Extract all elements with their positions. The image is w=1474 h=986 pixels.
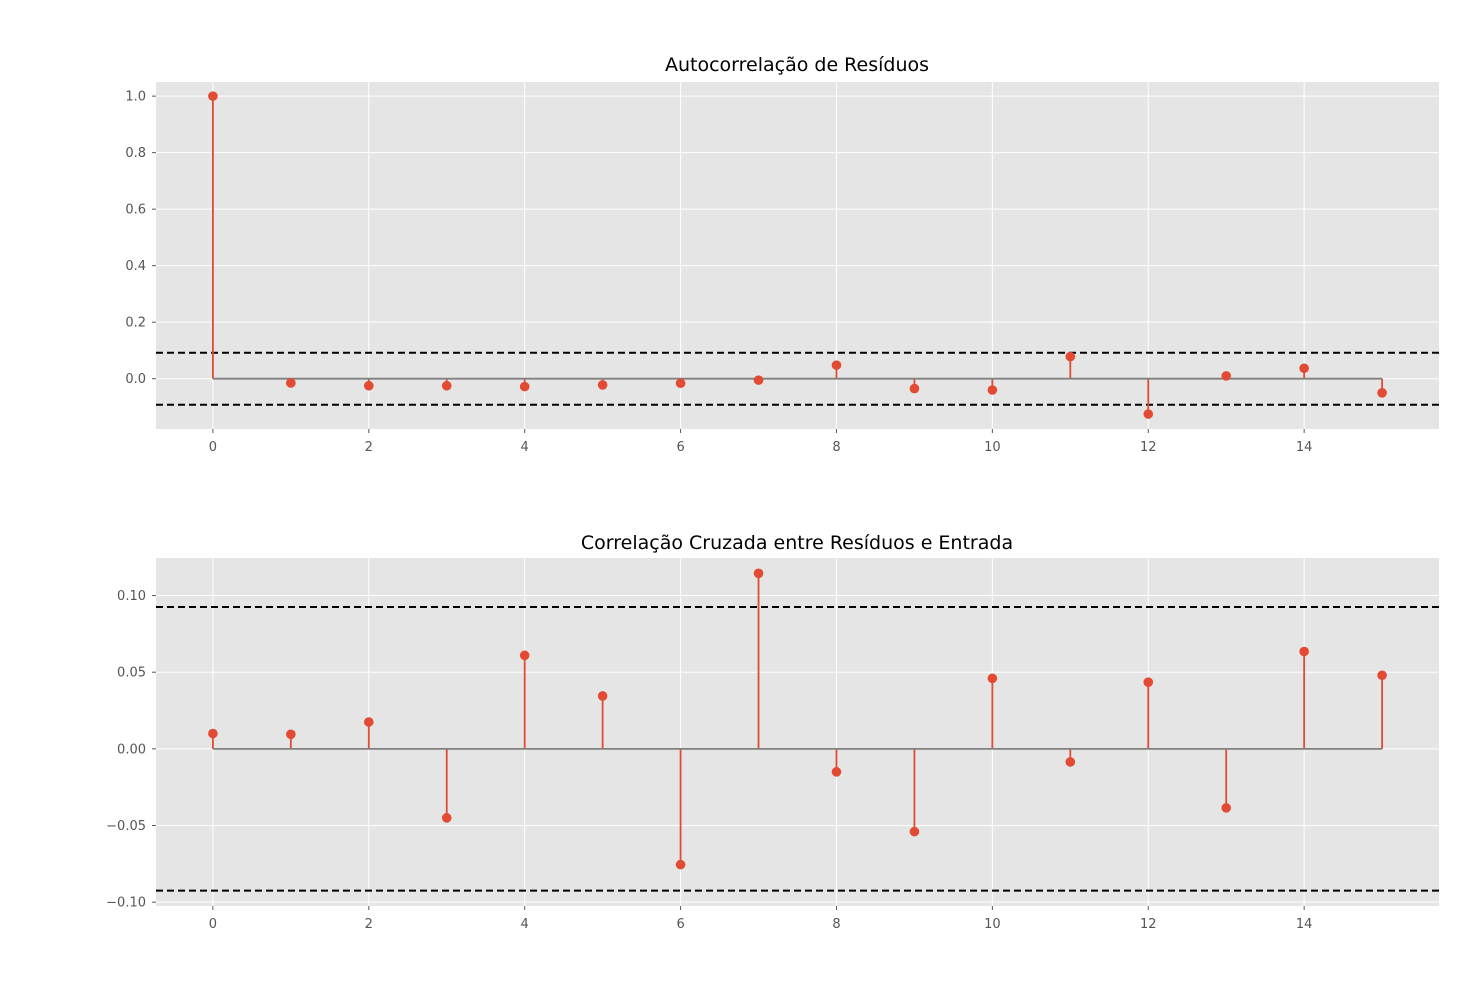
stem-marker: [519, 650, 530, 661]
plot-area: [156, 558, 1439, 906]
stem-marker: [519, 381, 530, 392]
stem-marker: [909, 383, 920, 394]
stem-marker: [1221, 803, 1232, 813]
stem-marker: [1221, 371, 1232, 381]
stem-marker: [441, 813, 452, 823]
stem-marker: [208, 91, 218, 101]
stem-marker: [1065, 757, 1076, 767]
y-tick-label: 1.0: [125, 90, 146, 105]
x-tick-label: 2: [365, 917, 373, 932]
stem-marker: [675, 859, 686, 870]
stem-marker: [1377, 670, 1387, 681]
stem-marker: [675, 378, 686, 389]
stem-marker: [363, 717, 374, 727]
y-tick-label: 0.6: [125, 203, 146, 218]
stem-marker: [1143, 409, 1154, 419]
y-tick-label: −0.10: [106, 896, 146, 911]
stem-marker: [363, 380, 374, 391]
x-tick-label: 4: [521, 917, 529, 932]
chart-title: Autocorrelação de Resíduos: [665, 54, 929, 76]
stem-marker: [286, 378, 296, 388]
x-tick-label: 4: [521, 440, 529, 455]
y-tick-label: 0.05: [117, 666, 146, 681]
stem-marker: [1143, 677, 1154, 687]
x-tick-label: 0: [209, 917, 217, 932]
y-tick-label: 0.00: [117, 742, 146, 757]
x-tick-label: 12: [1140, 917, 1157, 932]
x-tick-label: 2: [365, 440, 373, 455]
y-tick-label: 0.8: [125, 146, 146, 161]
x-tick-label: 6: [676, 440, 684, 455]
chart-autocorrelation: Autocorrelação de Resíduos 0 2 4 6 8 10 12 14 1.…: [125, 54, 1439, 455]
y-tick-label: 0.2: [125, 316, 146, 331]
x-tick-label: 14: [1296, 917, 1313, 932]
y-tick-label: 0.10: [117, 589, 146, 604]
stem-marker: [1377, 388, 1387, 398]
stem-marker: [831, 360, 842, 370]
x-tick-label: 8: [832, 440, 840, 455]
stem-marker: [208, 728, 218, 739]
x-tick-label: 10: [984, 917, 1001, 932]
stem-marker: [987, 385, 998, 395]
stem-marker: [286, 729, 296, 740]
chart-title: Correlação Cruzada entre Resíduos e Entr…: [581, 532, 1013, 554]
y-tick-label: 0.0: [125, 372, 146, 387]
stem-marker: [753, 568, 764, 579]
stem-marker: [1299, 363, 1309, 374]
stem-marker: [987, 673, 998, 684]
y-tick-label: −0.05: [106, 819, 146, 834]
stem-marker: [597, 380, 608, 390]
stem-marker: [753, 375, 764, 385]
x-tick-label: 14: [1296, 440, 1313, 455]
plot-area: [156, 82, 1439, 429]
stem-marker: [597, 691, 608, 701]
stem-marker: [1299, 646, 1309, 657]
stem-marker: [909, 826, 920, 837]
x-tick-label: 10: [984, 440, 1001, 455]
stem-marker: [1065, 351, 1076, 362]
x-tick-label: 6: [676, 917, 684, 932]
stem-marker: [831, 767, 842, 777]
x-tick-label: 0: [209, 440, 217, 455]
y-tick-label: 0.4: [125, 259, 146, 274]
x-tick-label: 8: [832, 917, 840, 932]
x-tick-label: 12: [1140, 440, 1157, 455]
stem-marker: [441, 380, 452, 391]
chart-cross-correlation: Correlação Cruzada entre Resíduos e Entr…: [106, 532, 1439, 932]
